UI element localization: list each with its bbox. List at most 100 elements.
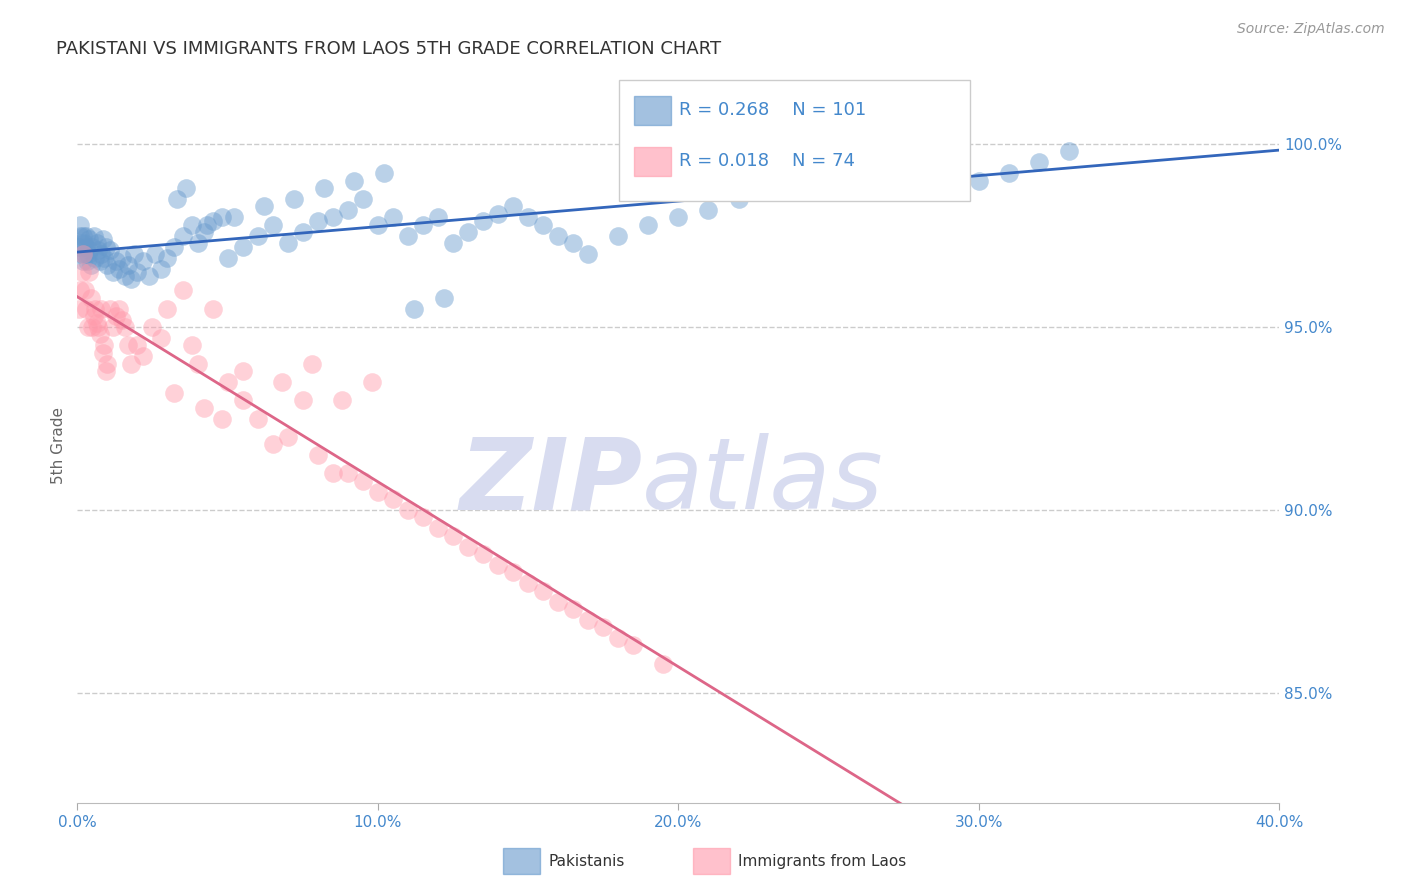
Point bbox=[94, 364, 117, 378]
Point bbox=[262, 437, 284, 451]
Point bbox=[89, 327, 111, 342]
Point bbox=[162, 386, 184, 401]
Point bbox=[352, 474, 374, 488]
Point bbox=[108, 261, 131, 276]
Point bbox=[360, 375, 382, 389]
Point bbox=[336, 467, 359, 481]
Point bbox=[381, 491, 404, 506]
Point bbox=[307, 448, 329, 462]
Point bbox=[246, 228, 269, 243]
Point bbox=[502, 566, 524, 580]
Point bbox=[120, 357, 142, 371]
Point bbox=[412, 510, 434, 524]
Point bbox=[117, 258, 139, 272]
Point bbox=[141, 320, 163, 334]
Point bbox=[127, 338, 149, 352]
Point bbox=[76, 254, 98, 268]
Text: ZIP: ZIP bbox=[460, 434, 643, 530]
Point bbox=[114, 268, 136, 283]
Point bbox=[93, 251, 115, 265]
Point bbox=[84, 301, 107, 316]
Point bbox=[562, 235, 585, 250]
Point bbox=[72, 228, 94, 243]
Point bbox=[352, 192, 374, 206]
Point bbox=[998, 166, 1021, 180]
Point bbox=[967, 174, 990, 188]
Point bbox=[105, 254, 128, 268]
Point bbox=[89, 254, 111, 268]
Point bbox=[70, 235, 93, 250]
Text: atlas: atlas bbox=[643, 434, 884, 530]
Point bbox=[502, 199, 524, 213]
Point bbox=[120, 272, 142, 286]
Point bbox=[322, 211, 344, 225]
Point bbox=[607, 228, 630, 243]
Point bbox=[180, 218, 202, 232]
Point bbox=[114, 320, 136, 334]
Point bbox=[277, 430, 299, 444]
Point bbox=[517, 576, 540, 591]
Point bbox=[211, 211, 233, 225]
Point bbox=[166, 192, 188, 206]
Point bbox=[195, 218, 218, 232]
Point bbox=[172, 228, 194, 243]
Point bbox=[307, 214, 329, 228]
Point bbox=[70, 265, 93, 279]
Point bbox=[82, 320, 104, 334]
Point bbox=[72, 247, 94, 261]
Point bbox=[76, 247, 98, 261]
Point bbox=[94, 239, 117, 253]
Point bbox=[232, 239, 254, 253]
Point bbox=[87, 320, 110, 334]
Point bbox=[367, 218, 389, 232]
Point bbox=[145, 247, 167, 261]
Point bbox=[76, 320, 98, 334]
Point bbox=[246, 411, 269, 425]
Text: R = 0.018    N = 74: R = 0.018 N = 74 bbox=[679, 152, 855, 169]
Point bbox=[262, 218, 284, 232]
Point bbox=[592, 620, 614, 634]
Point bbox=[330, 393, 353, 408]
Point bbox=[111, 251, 134, 265]
Point bbox=[787, 174, 810, 188]
Point bbox=[86, 317, 108, 331]
Point bbox=[217, 375, 239, 389]
Point bbox=[90, 247, 112, 261]
Point bbox=[343, 174, 366, 188]
Point bbox=[132, 254, 155, 268]
Point bbox=[1057, 145, 1080, 159]
Point bbox=[87, 244, 110, 258]
Text: Source: ZipAtlas.com: Source: ZipAtlas.com bbox=[1237, 22, 1385, 37]
Point bbox=[193, 401, 215, 415]
Point bbox=[73, 284, 96, 298]
Point bbox=[367, 484, 389, 499]
Point bbox=[576, 247, 599, 261]
Point bbox=[162, 239, 184, 253]
Point bbox=[111, 312, 134, 326]
Point bbox=[108, 301, 131, 316]
Point bbox=[301, 357, 323, 371]
Point bbox=[180, 338, 202, 352]
Point bbox=[67, 301, 90, 316]
Text: Pakistanis: Pakistanis bbox=[548, 855, 624, 869]
Point bbox=[79, 244, 101, 258]
Point bbox=[427, 521, 450, 535]
Point bbox=[270, 375, 292, 389]
Point bbox=[322, 467, 344, 481]
Point bbox=[75, 228, 97, 243]
Point bbox=[457, 540, 479, 554]
Point bbox=[283, 192, 305, 206]
Point bbox=[193, 225, 215, 239]
Point bbox=[277, 235, 299, 250]
Point bbox=[86, 235, 108, 250]
Point bbox=[187, 235, 209, 250]
Point bbox=[83, 228, 105, 243]
Point bbox=[156, 251, 179, 265]
Point bbox=[93, 338, 115, 352]
Point bbox=[848, 174, 870, 188]
Point bbox=[80, 291, 103, 305]
Point bbox=[531, 583, 554, 598]
Point bbox=[96, 357, 118, 371]
Point bbox=[697, 202, 720, 217]
Point bbox=[396, 503, 419, 517]
